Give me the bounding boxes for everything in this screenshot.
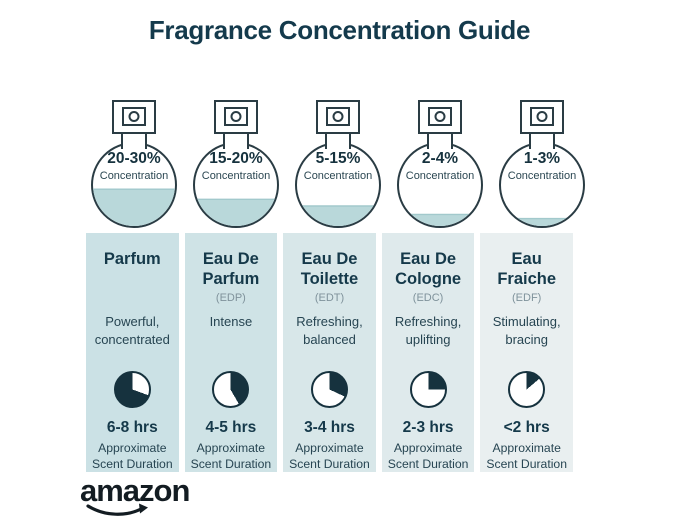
fragrance-guide-infographic: Fragrance Concentration Guide 20-30% Con… bbox=[0, 15, 679, 518]
column-header: Eau De Parfum (EDP) bbox=[194, 249, 268, 313]
guide-body: 20-30% Concentration 15-20% Concentratio… bbox=[86, 99, 585, 473]
info-column-row: Parfum Powerful, concentrated 6-8 hrs Ap… bbox=[86, 233, 573, 473]
fragrance-name: Parfum bbox=[103, 250, 161, 268]
clock-icon bbox=[310, 371, 348, 408]
concentration-label: Concentration bbox=[304, 170, 373, 182]
perfume-bottle-icon: 2-4% Concentration bbox=[397, 100, 483, 228]
duration-value: 3-4 hrs bbox=[304, 419, 355, 436]
column-header: Eau De Toilette (EDT) bbox=[292, 249, 366, 313]
bottle-eau-de-cologne: 2-4% Concentration bbox=[392, 99, 488, 231]
concentration-label: Concentration bbox=[202, 170, 271, 182]
duration-label: Approximate Scent Duration bbox=[91, 441, 173, 472]
bottle-eau-de-toilette: 5-15% Concentration bbox=[290, 99, 386, 231]
fragrance-abbr: (EDC) bbox=[412, 292, 444, 305]
concentration-percent: 5-15% bbox=[316, 150, 361, 167]
concentration-label: Concentration bbox=[406, 170, 475, 182]
column-parfum: Parfum Powerful, concentrated 6-8 hrs Ap… bbox=[86, 233, 179, 473]
clock-icon bbox=[113, 371, 151, 408]
concentration-percent: 15-20% bbox=[209, 150, 263, 167]
column-eau-de-toilette: Eau De Toilette (EDT) Refreshing, balanc… bbox=[283, 233, 376, 473]
clock-icon bbox=[212, 371, 250, 408]
page-title: Fragrance Concentration Guide bbox=[148, 15, 531, 45]
bottle-eau-fraiche: 1-3% Concentration bbox=[494, 99, 590, 231]
column-eau-fraiche: Eau Fraiche (EDF) Stimulating, bracing <… bbox=[480, 233, 573, 473]
bottle-parfum: 20-30% Concentration bbox=[86, 99, 182, 231]
duration-label: Approximate Scent Duration bbox=[486, 441, 567, 472]
concentration-label: Concentration bbox=[100, 170, 169, 182]
perfume-bottle-icon: 20-30% Concentration bbox=[91, 100, 177, 228]
fragrance-name: Eau De Cologne bbox=[395, 250, 462, 289]
amazon-logo-text: amazon bbox=[80, 473, 190, 508]
duration-label: Approximate Scent Duration bbox=[289, 441, 370, 472]
amazon-logo: amazon bbox=[80, 473, 190, 518]
fragrance-description: Refreshing, balanced bbox=[296, 314, 363, 347]
fragrance-abbr: (EDF) bbox=[512, 292, 542, 305]
clock-icon bbox=[508, 371, 546, 408]
concentration-percent: 1-3% bbox=[524, 150, 560, 167]
amazon-smile-icon bbox=[86, 503, 148, 516]
bottle-eau-de-parfum: 15-20% Concentration bbox=[188, 99, 284, 231]
concentration-percent: 2-4% bbox=[422, 150, 458, 167]
duration-value: 6-8 hrs bbox=[106, 419, 158, 436]
fragrance-description: Powerful, concentrated bbox=[94, 314, 170, 347]
duration-value: 2-3 hrs bbox=[402, 419, 454, 436]
fragrance-description: Intense bbox=[209, 314, 253, 329]
duration-label: Approximate Scent Duration bbox=[387, 441, 469, 472]
column-eau-de-cologne: Eau De Cologne (EDC) Refreshing, uplifti… bbox=[381, 233, 475, 473]
fragrance-name: Eau De Parfum bbox=[202, 250, 260, 289]
concentration-percent: 20-30% bbox=[107, 150, 161, 167]
column-header: Parfum bbox=[104, 249, 161, 313]
column-eau-de-parfum: Eau De Parfum (EDP) Intense 4-5 hrs Appr… bbox=[184, 233, 278, 473]
duration-value: 4-5 hrs bbox=[205, 419, 257, 436]
fragrance-name: Eau Fraiche bbox=[497, 250, 557, 289]
fragrance-abbr: (EDP) bbox=[215, 292, 246, 305]
column-header: Eau Fraiche (EDF) bbox=[490, 249, 564, 313]
fragrance-name: Eau De Toilette bbox=[300, 250, 359, 289]
fragrance-description: Stimulating, bracing bbox=[492, 314, 561, 347]
column-header: Eau De Cologne (EDC) bbox=[391, 249, 465, 313]
bottle-row: 20-30% Concentration 15-20% Concentratio… bbox=[86, 99, 585, 231]
perfume-bottle-icon: 5-15% Concentration bbox=[295, 100, 381, 228]
duration-value: <2 hrs bbox=[503, 419, 550, 436]
duration-label: Approximate Scent Duration bbox=[190, 441, 272, 472]
concentration-label: Concentration bbox=[508, 170, 577, 182]
fragrance-abbr: (EDT) bbox=[314, 292, 345, 305]
clock-icon bbox=[409, 371, 447, 408]
perfume-bottle-icon: 1-3% Concentration bbox=[499, 100, 585, 228]
perfume-bottle-icon: 15-20% Concentration bbox=[193, 100, 279, 228]
fragrance-description: Refreshing, uplifting bbox=[394, 314, 462, 347]
